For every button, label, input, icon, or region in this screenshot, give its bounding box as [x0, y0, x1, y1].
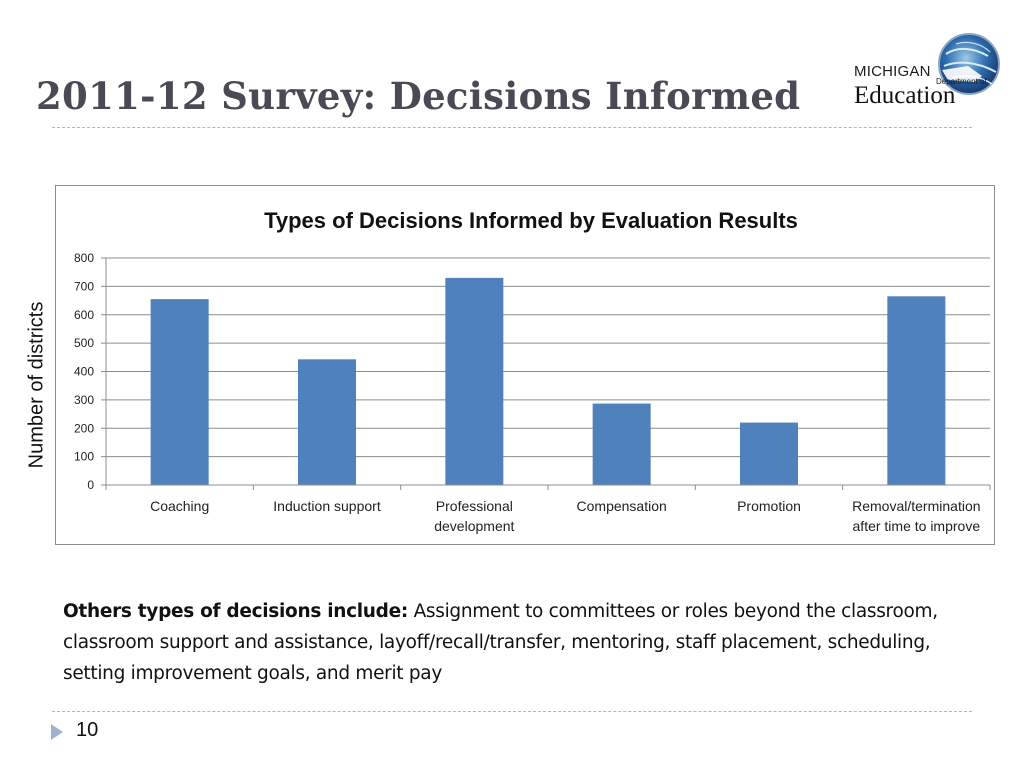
bar-chart: Types of Decisions Informed by Evaluatio… — [55, 185, 995, 545]
slide-title: 2011-12 Survey: Decisions Informed — [36, 74, 801, 118]
y-tick-label-8: 800 — [74, 251, 94, 265]
bar-3 — [592, 403, 651, 485]
x-tick-label-5: Removal/termination after time to improve — [852, 498, 980, 534]
y-tick-label-3: 300 — [74, 393, 94, 407]
y-tick-label-5: 500 — [74, 336, 94, 350]
y-tick-label-7: 700 — [74, 279, 94, 293]
bar-1 — [298, 359, 356, 485]
bar-0 — [150, 299, 209, 485]
x-tick-label-4: Promotion — [737, 498, 801, 514]
bar-4 — [740, 422, 798, 485]
y-tick-label-2: 200 — [74, 421, 94, 435]
note-text: Assignment to committees or roles beyond… — [63, 601, 938, 684]
logo-michigan-text: MICHIGAN — [854, 63, 931, 80]
note-lead: Others types of decisions include: — [63, 601, 408, 622]
bar-chart-svg: Types of Decisions Informed by Evaluatio… — [74, 208, 991, 534]
x-tick-label-1: Induction support — [273, 498, 381, 514]
bar-2 — [445, 277, 504, 485]
y-tick-label-0: 0 — [87, 478, 94, 492]
y-tick-label-6: 600 — [74, 308, 94, 322]
logo-education-text: Education — [854, 82, 956, 109]
page-number: 10 — [76, 719, 99, 741]
michigan-education-logo: MICHIGAN Department of Education — [850, 32, 1002, 109]
michigan-globe-icon — [938, 33, 1000, 95]
x-tick-label-2: Professional development — [434, 498, 514, 534]
x-tick-label-0: Coaching — [150, 498, 209, 514]
y-axis-label: Number of districts — [25, 301, 48, 469]
bullet-arrow-icon — [51, 724, 63, 740]
x-tick-label-3: Compensation — [577, 498, 667, 514]
y-tick-label-1: 100 — [74, 450, 94, 464]
other-decisions-note: Others types of decisions include: Assig… — [63, 596, 968, 689]
bar-5 — [887, 296, 946, 485]
chart-title: Types of Decisions Informed by Evaluatio… — [264, 208, 798, 233]
y-tick-label-4: 400 — [74, 365, 94, 379]
footer-divider — [52, 711, 972, 712]
logo-department-text: Department of — [936, 77, 987, 86]
title-divider — [52, 127, 972, 128]
